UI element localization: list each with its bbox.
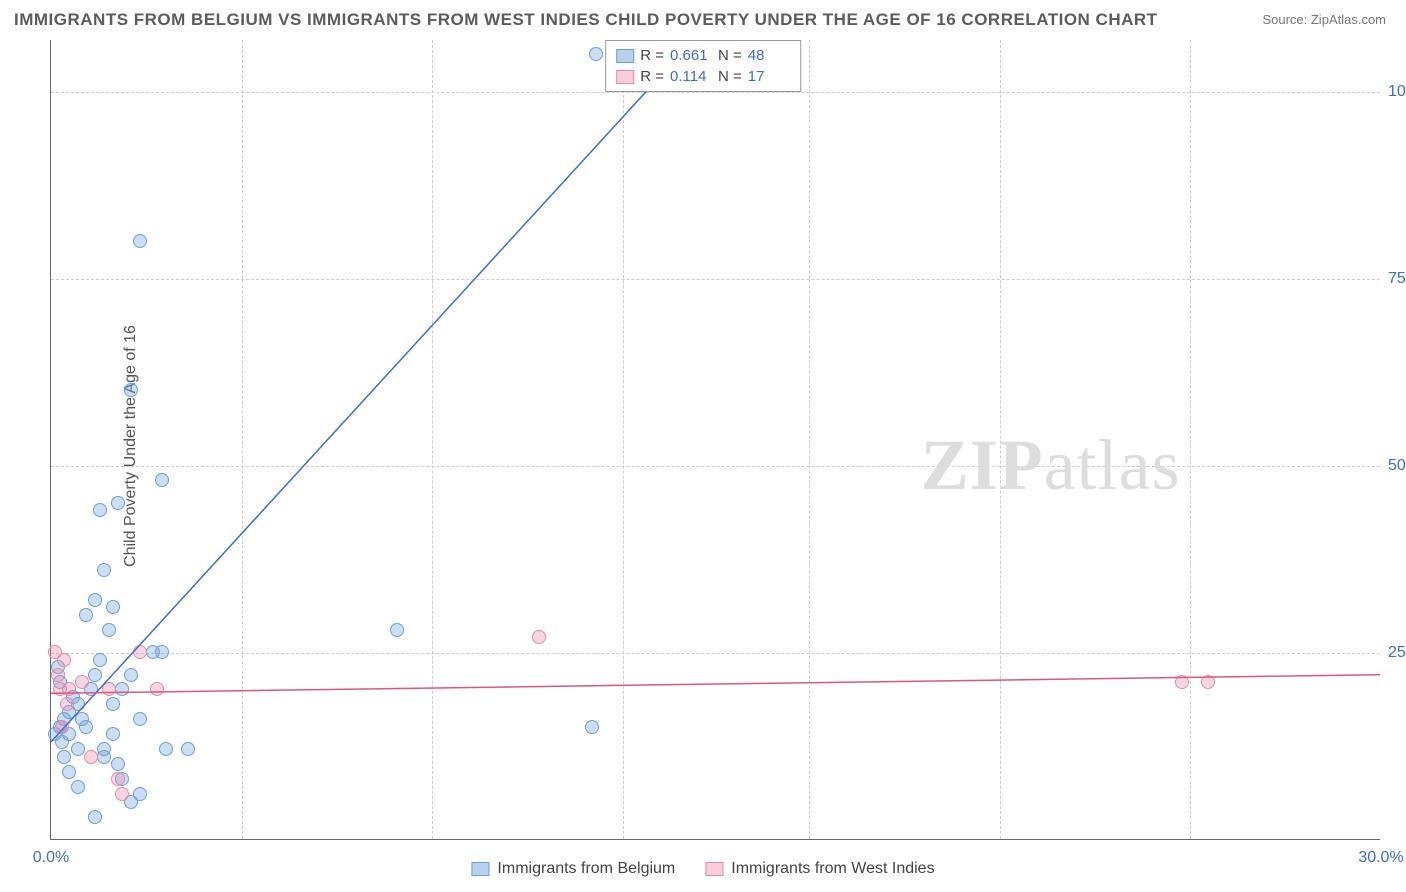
point-westindies [1175,675,1189,689]
point-belgium [589,47,603,61]
gridline-h [51,279,1380,280]
legend-stats-row-belgium: R = 0.661 N = 48 [616,45,790,66]
swatch-westindies [616,70,634,84]
chart-title: IMMIGRANTS FROM BELGIUM VS IMMIGRANTS FR… [14,10,1158,30]
point-belgium [97,750,111,764]
legend-series: Immigrants from Belgium Immigrants from … [471,860,934,878]
point-belgium [93,503,107,517]
point-westindies [60,697,74,711]
swatch-westindies-icon [705,862,723,876]
point-westindies [115,787,129,801]
point-belgium [71,742,85,756]
ytick-label: 50.0% [1388,457,1406,475]
point-belgium [97,563,111,577]
ytick-label: 25.0% [1388,644,1406,662]
point-belgium [133,787,147,801]
point-belgium [102,623,116,637]
point-westindies [51,668,65,682]
gridline-v [432,40,433,839]
r-label: R = [640,47,664,64]
point-westindies [111,772,125,786]
swatch-belgium [616,49,634,63]
n-value-belgium: 48 [748,47,790,64]
point-belgium [71,780,85,794]
point-westindies [150,682,164,696]
watermark-atlas: atlas [1044,425,1181,505]
point-belgium [79,720,93,734]
r-label: R = [640,68,664,85]
point-belgium [106,727,120,741]
point-belgium [585,720,599,734]
point-belgium [390,623,404,637]
r-value-westindies: 0.114 [670,68,712,85]
point-belgium [124,668,138,682]
point-westindies [84,750,98,764]
point-westindies [57,653,71,667]
legend-label-belgium: Immigrants from Belgium [497,860,675,878]
point-belgium [133,712,147,726]
gridline-h [51,92,1380,93]
point-belgium [57,750,71,764]
watermark: ZIPatlas [921,424,1181,507]
point-belgium [93,653,107,667]
plot-area: ZIPatlas 25.0%50.0%75.0%100.0%0.0%30.0% [50,40,1380,840]
legend-item-westindies: Immigrants from West Indies [705,860,934,878]
ytick-label: 75.0% [1388,270,1406,288]
swatch-belgium-icon [471,862,489,876]
point-westindies [62,682,76,696]
point-belgium [88,668,102,682]
point-belgium [88,593,102,607]
point-westindies [55,720,69,734]
point-belgium [79,608,93,622]
point-belgium [155,473,169,487]
n-label: N = [718,47,742,64]
n-value-westindies: 17 [748,68,790,85]
point-belgium [62,765,76,779]
gridline-v [809,40,810,839]
point-belgium [106,600,120,614]
ytick-label: 100.0% [1388,83,1406,101]
point-westindies [532,630,546,644]
xtick-label: 30.0% [1358,849,1403,867]
gridline-v [242,40,243,839]
gridline-v [623,40,624,839]
legend-stats-row-westindies: R = 0.114 N = 17 [616,66,790,87]
r-value-belgium: 0.661 [670,47,712,64]
point-westindies [75,675,89,689]
gridline-v [1190,40,1191,839]
point-belgium [155,645,169,659]
source-label: Source: ZipAtlas.com [1262,12,1386,27]
gridline-h [51,653,1380,654]
point-belgium [111,757,125,771]
point-westindies [133,645,147,659]
point-westindies [102,682,116,696]
point-westindies [1201,675,1215,689]
point-belgium [115,682,129,696]
point-belgium [159,742,173,756]
point-belgium [133,234,147,248]
point-belgium [106,697,120,711]
point-belgium [111,496,125,510]
legend-item-belgium: Immigrants from Belgium [471,860,675,878]
xtick-label: 0.0% [33,849,69,867]
n-label: N = [718,68,742,85]
legend-label-westindies: Immigrants from West Indies [731,860,934,878]
watermark-zip: ZIP [921,425,1044,505]
legend-stats: R = 0.661 N = 48 R = 0.114 N = 17 [605,40,801,92]
point-belgium [124,383,138,397]
point-belgium [88,810,102,824]
point-belgium [181,742,195,756]
